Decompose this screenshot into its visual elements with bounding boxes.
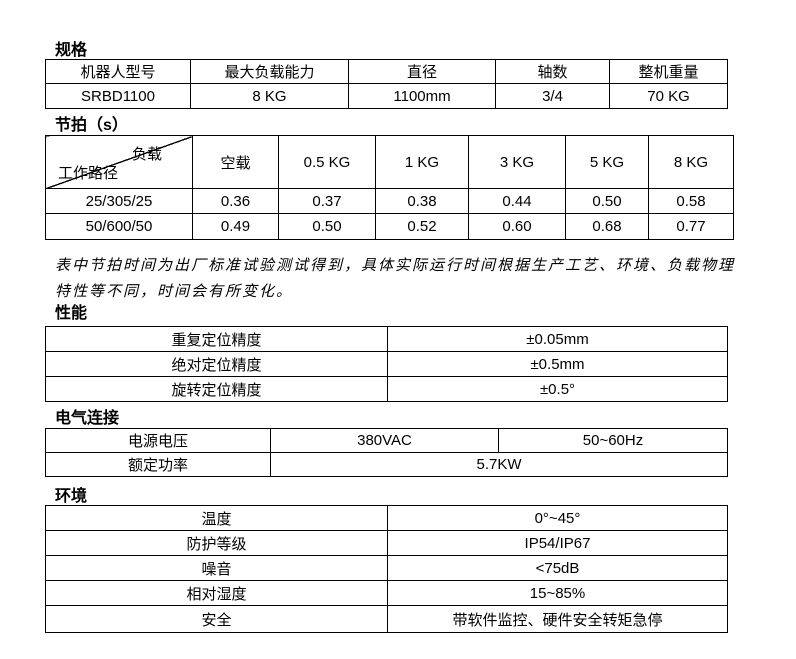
table-cell: 0.60	[468, 213, 566, 240]
performance-row: 重复定位精度 ±0.05mm	[45, 326, 728, 352]
table-cell: 相对湿度	[45, 580, 388, 606]
table-header-cell: 直径	[348, 59, 496, 84]
table-cell: 0.58	[648, 188, 734, 214]
cycle-section-title: 节拍（s）	[55, 117, 128, 134]
table-cell: SRBD1100	[45, 83, 191, 109]
electrical-section-title: 电气连接	[55, 410, 120, 427]
table-cell: 旋转定位精度	[45, 376, 388, 402]
table-header-cell: 0.5 KG	[278, 135, 376, 189]
table-cell: 0.77	[648, 213, 734, 240]
environment-row: 相对湿度 15~85%	[45, 580, 728, 606]
table-cell: 额定功率	[45, 452, 271, 477]
environment-row: 安全 带软件监控、硬件安全转矩急停	[45, 605, 728, 633]
cycle-data-row: 25/305/25 0.36 0.37 0.38 0.44 0.50 0.58	[45, 188, 734, 214]
spec-value-row: SRBD1100 8 KG 1100mm 3/4 70 KG	[45, 83, 728, 109]
table-cell: 绝对定位精度	[45, 351, 388, 377]
diagonal-split-cell: 负载 工作路径	[45, 135, 193, 189]
table-cell: 0.68	[565, 213, 649, 240]
diagonal-label-load: 负载	[131, 146, 162, 163]
table-cell: ±0.05mm	[387, 326, 728, 352]
performance-row: 绝对定位精度 ±0.5mm	[45, 351, 728, 377]
table-header-cell: 空载	[192, 135, 279, 189]
table-cell: 安全	[45, 605, 388, 633]
table-cell: IP54/IP67	[387, 530, 728, 556]
table-header-cell: 1 KG	[375, 135, 469, 189]
cycle-time-table: 负载 工作路径 空载 0.5 KG 1 KG 3 KG 5 KG 8 KG 25…	[45, 135, 734, 240]
table-cell: 380VAC	[270, 428, 499, 453]
table-cell: 3/4	[495, 83, 610, 109]
table-cell: 8 KG	[190, 83, 349, 109]
cycle-data-row: 50/600/50 0.49 0.50 0.52 0.60 0.68 0.77	[45, 213, 734, 240]
table-cell: 0.38	[375, 188, 469, 214]
table-cell: 温度	[45, 505, 388, 531]
environment-row: 温度 0°~45°	[45, 505, 728, 531]
table-cell: 70 KG	[609, 83, 728, 109]
cycle-note-line-1: 表中节拍时间为出厂标准试验测试得到，具体实际运行时间根据生产工艺、环境、负载物理	[55, 257, 736, 274]
table-cell: 防护等级	[45, 530, 388, 556]
table-cell: 0.52	[375, 213, 469, 240]
table-header-cell: 轴数	[495, 59, 610, 84]
table-header-cell: 机器人型号	[45, 59, 191, 84]
performance-table: 重复定位精度 ±0.05mm 绝对定位精度 ±0.5mm 旋转定位精度 ±0.5…	[45, 326, 728, 402]
table-header-cell: 最大负载能力	[190, 59, 349, 84]
table-cell: 0°~45°	[387, 505, 728, 531]
table-cell: 0.44	[468, 188, 566, 214]
spec-table: 机器人型号 最大负载能力 直径 轴数 整机重量 SRBD1100 8 KG 11…	[45, 59, 728, 109]
environment-section-title: 环境	[55, 488, 88, 505]
table-cell: 50/600/50	[45, 213, 193, 240]
table-cell: 50~60Hz	[498, 428, 728, 453]
electrical-table: 电源电压 380VAC 50~60Hz 额定功率 5.7KW	[45, 428, 728, 477]
environment-row: 噪音 <75dB	[45, 555, 728, 581]
table-header-cell: 整机重量	[609, 59, 728, 84]
table-cell: 0.49	[192, 213, 279, 240]
table-cell: 25/305/25	[45, 188, 193, 214]
table-cell: 0.50	[565, 188, 649, 214]
diagonal-label-path: 工作路径	[58, 165, 119, 182]
electrical-voltage-row: 电源电压 380VAC 50~60Hz	[45, 428, 728, 453]
table-header-cell: 8 KG	[648, 135, 734, 189]
table-cell: 重复定位精度	[45, 326, 388, 352]
environment-row: 防护等级 IP54/IP67	[45, 530, 728, 556]
spec-header-row: 机器人型号 最大负载能力 直径 轴数 整机重量	[45, 59, 728, 84]
cycle-note-line-2: 特性等不同，时间会有所变化。	[55, 283, 294, 300]
table-cell: 0.37	[278, 188, 376, 214]
table-cell: ±0.5mm	[387, 351, 728, 377]
table-cell: 0.36	[192, 188, 279, 214]
table-cell: 5.7KW	[270, 452, 728, 477]
table-cell: 0.50	[278, 213, 376, 240]
cycle-header-row: 负载 工作路径 空载 0.5 KG 1 KG 3 KG 5 KG 8 KG	[45, 135, 734, 189]
table-header-cell: 3 KG	[468, 135, 566, 189]
environment-table: 温度 0°~45° 防护等级 IP54/IP67 噪音 <75dB 相对湿度 1…	[45, 505, 728, 633]
table-cell: 电源电压	[45, 428, 271, 453]
table-cell: 噪音	[45, 555, 388, 581]
performance-section-title: 性能	[55, 305, 88, 322]
table-cell: ±0.5°	[387, 376, 728, 402]
spec-section-title: 规格	[55, 42, 88, 59]
electrical-power-row: 额定功率 5.7KW	[45, 452, 728, 477]
table-cell: <75dB	[387, 555, 728, 581]
table-header-cell: 5 KG	[565, 135, 649, 189]
table-cell: 带软件监控、硬件安全转矩急停	[387, 605, 728, 633]
table-cell: 1100mm	[348, 83, 496, 109]
performance-row: 旋转定位精度 ±0.5°	[45, 376, 728, 402]
table-cell: 15~85%	[387, 580, 728, 606]
